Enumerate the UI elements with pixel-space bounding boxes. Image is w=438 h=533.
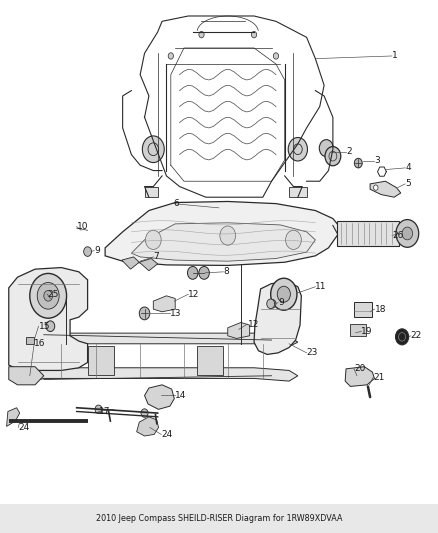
- Polygon shape: [35, 368, 298, 381]
- Circle shape: [402, 227, 413, 240]
- Text: 8: 8: [223, 268, 229, 276]
- Circle shape: [139, 307, 150, 320]
- Circle shape: [37, 282, 59, 309]
- Text: 22: 22: [411, 332, 422, 340]
- Text: 5: 5: [405, 180, 411, 188]
- Bar: [354, 302, 372, 317]
- Circle shape: [354, 158, 362, 168]
- Text: 17: 17: [99, 407, 110, 416]
- Circle shape: [84, 247, 92, 256]
- Circle shape: [286, 230, 301, 249]
- Polygon shape: [145, 385, 174, 409]
- Text: 13: 13: [170, 309, 181, 318]
- Text: 20: 20: [354, 365, 365, 373]
- Circle shape: [273, 53, 279, 59]
- Bar: [197, 346, 223, 375]
- Polygon shape: [35, 333, 298, 346]
- Circle shape: [141, 409, 148, 417]
- Text: 23: 23: [307, 349, 318, 357]
- Polygon shape: [105, 201, 342, 265]
- Polygon shape: [254, 282, 301, 354]
- Text: 25: 25: [47, 290, 59, 298]
- Polygon shape: [9, 367, 44, 385]
- Polygon shape: [137, 417, 159, 436]
- Text: 24: 24: [18, 423, 30, 432]
- Polygon shape: [345, 367, 374, 386]
- Circle shape: [325, 147, 341, 166]
- Polygon shape: [139, 259, 158, 271]
- Circle shape: [396, 329, 409, 345]
- Text: 3: 3: [374, 157, 380, 165]
- Circle shape: [168, 53, 173, 59]
- Text: 24: 24: [161, 430, 173, 439]
- Circle shape: [145, 230, 161, 249]
- Polygon shape: [122, 257, 139, 269]
- Circle shape: [288, 138, 307, 161]
- Circle shape: [44, 290, 53, 301]
- Circle shape: [267, 299, 275, 309]
- Text: 4: 4: [405, 164, 411, 172]
- Text: 18: 18: [374, 305, 386, 313]
- Text: 9: 9: [94, 246, 100, 255]
- Text: 7: 7: [153, 253, 159, 261]
- Polygon shape: [7, 408, 20, 426]
- Text: 26: 26: [392, 231, 403, 240]
- Circle shape: [220, 226, 236, 245]
- Bar: [350, 324, 366, 336]
- Polygon shape: [228, 322, 250, 338]
- Circle shape: [95, 405, 102, 414]
- Text: 11: 11: [315, 282, 327, 291]
- Text: 2010 Jeep Compass SHEILD-RISER Diagram for 1RW89XDVAA: 2010 Jeep Compass SHEILD-RISER Diagram f…: [96, 514, 342, 523]
- Text: 10: 10: [77, 222, 88, 231]
- Polygon shape: [131, 223, 315, 261]
- Circle shape: [46, 321, 55, 332]
- Circle shape: [199, 266, 209, 279]
- Polygon shape: [145, 187, 158, 197]
- Bar: [26, 337, 34, 344]
- Circle shape: [251, 31, 257, 38]
- Text: 1: 1: [392, 52, 398, 60]
- Text: 9: 9: [278, 298, 284, 307]
- Text: 12: 12: [247, 320, 259, 328]
- Text: 16: 16: [34, 340, 46, 348]
- Text: 19: 19: [361, 327, 373, 336]
- Circle shape: [187, 266, 198, 279]
- Circle shape: [374, 185, 378, 190]
- Text: 6: 6: [173, 199, 179, 208]
- Text: 21: 21: [373, 373, 385, 382]
- Text: 12: 12: [188, 290, 200, 298]
- Bar: [337, 221, 399, 246]
- Polygon shape: [9, 268, 88, 370]
- Circle shape: [271, 278, 297, 310]
- Polygon shape: [289, 187, 307, 197]
- Text: 15: 15: [39, 322, 50, 330]
- Circle shape: [199, 31, 204, 38]
- Circle shape: [142, 136, 164, 163]
- Bar: [88, 346, 114, 375]
- Polygon shape: [370, 181, 401, 197]
- Bar: [0, 504, 438, 533]
- Circle shape: [396, 220, 419, 247]
- Text: 2: 2: [346, 148, 352, 156]
- Circle shape: [269, 300, 276, 308]
- Text: 14: 14: [175, 391, 187, 400]
- Circle shape: [277, 286, 290, 302]
- Circle shape: [30, 273, 67, 318]
- Circle shape: [319, 140, 333, 157]
- Polygon shape: [153, 296, 175, 312]
